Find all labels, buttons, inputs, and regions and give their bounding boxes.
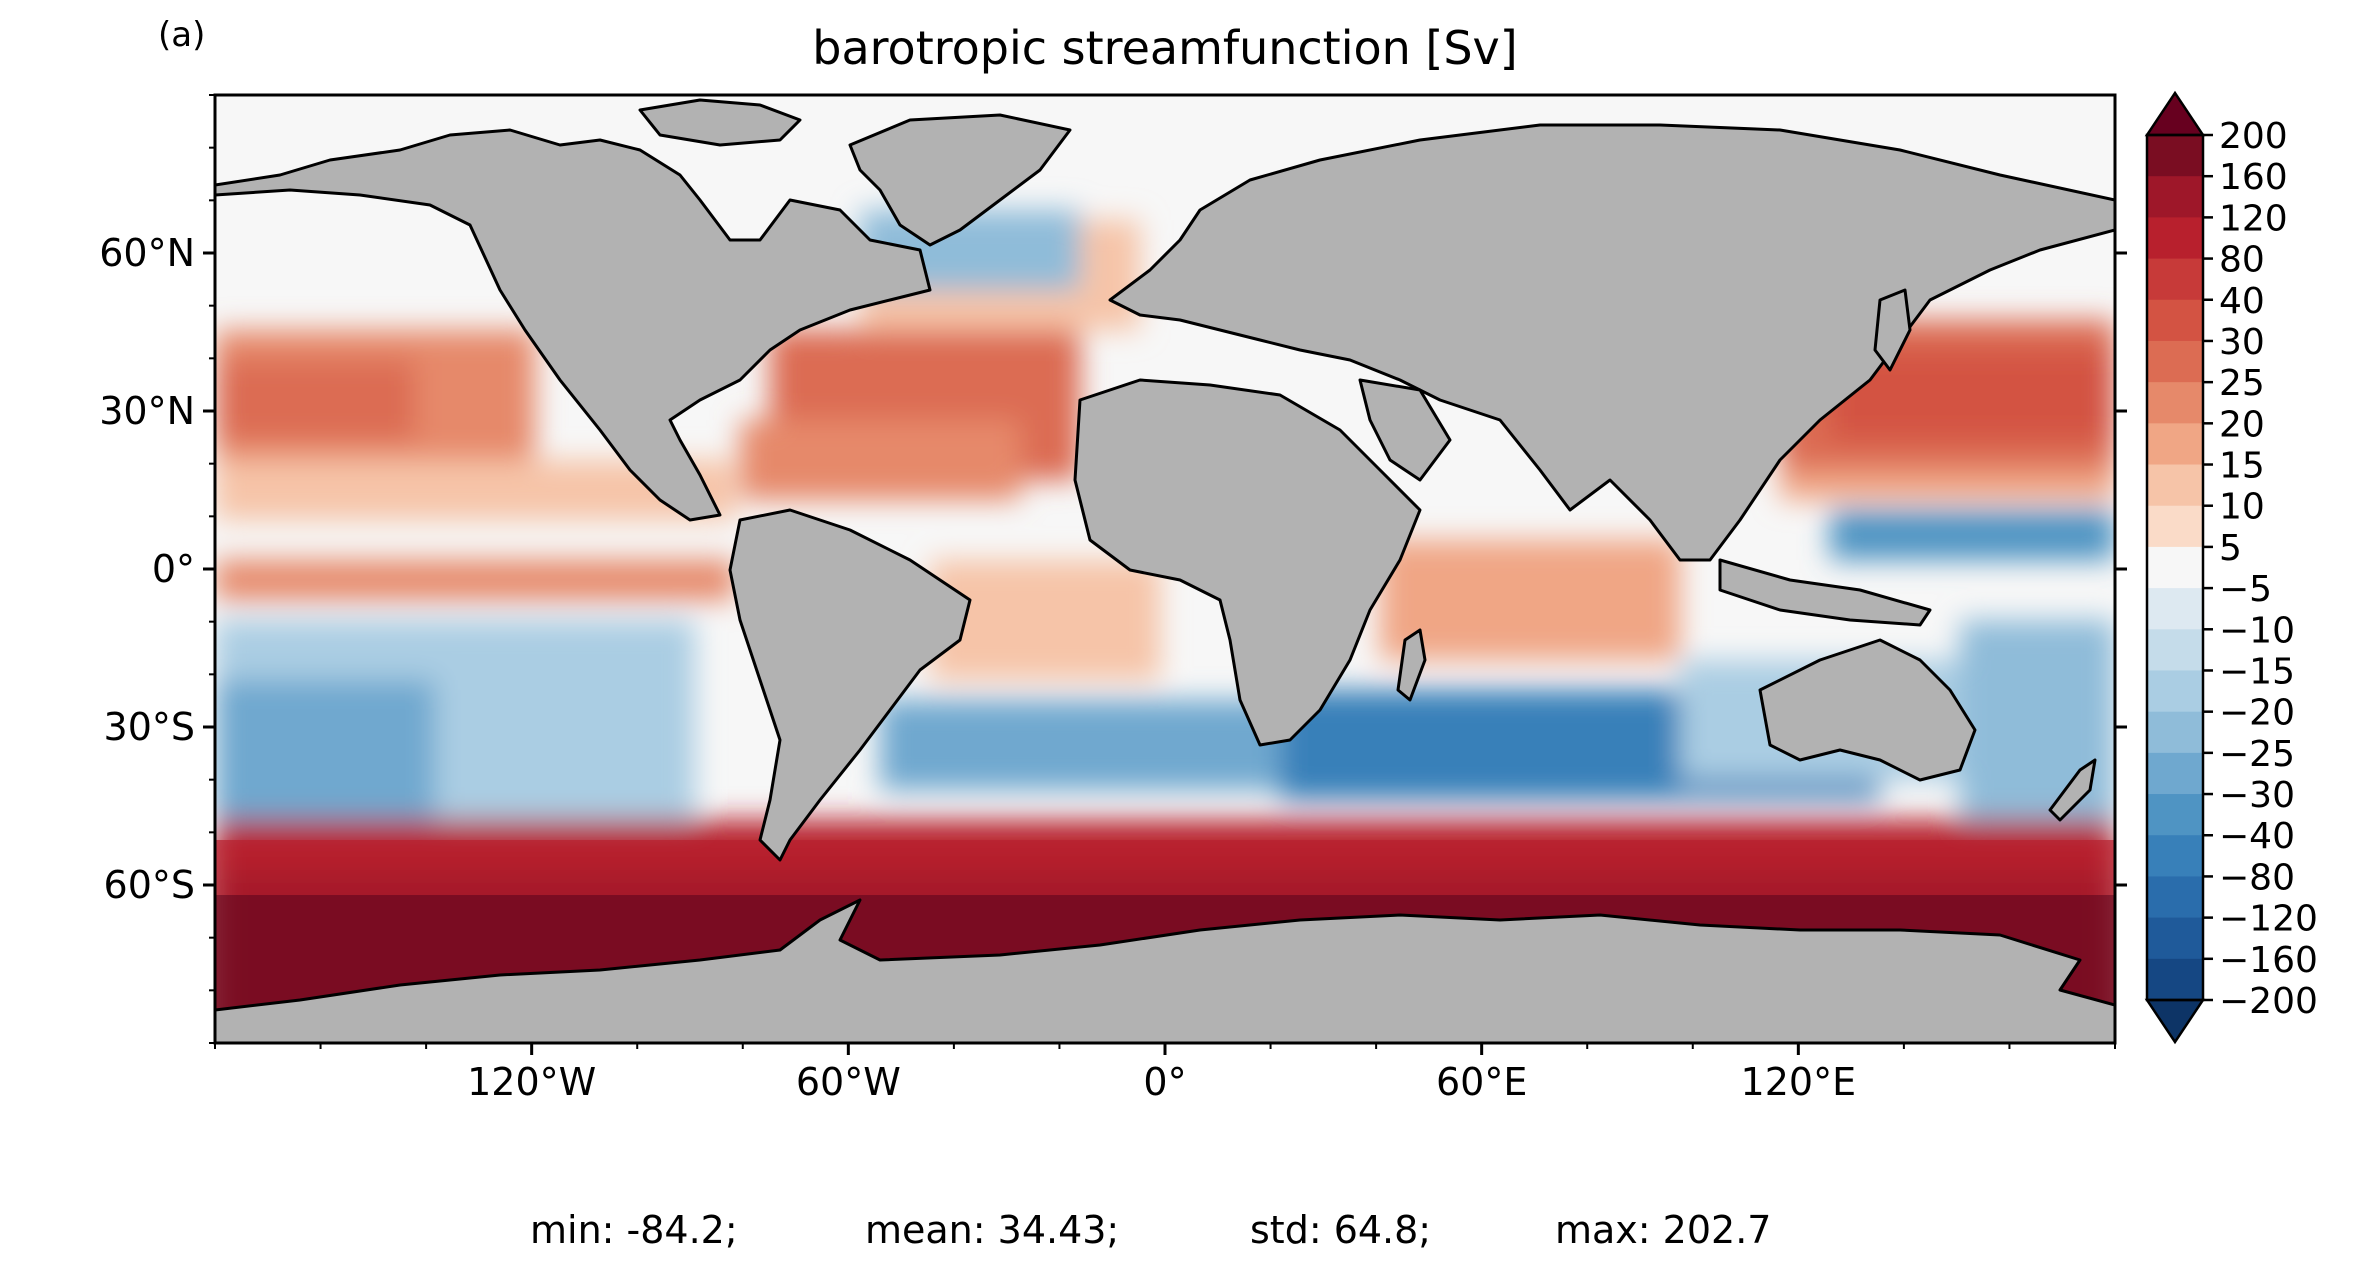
eurasia [1108,123,2115,562]
north-america [215,128,932,522]
colorbar-tick-label-9: 10 [2219,487,2265,528]
colorbar-bin-20 [2147,958,2203,1001]
maritime-continent [1718,558,1932,627]
colorbar-tick-label-21: −200 [2219,981,2318,1022]
colorbar-bin-4 [2147,299,2203,342]
colorbar-tick-label-12: −10 [2219,610,2295,651]
colorbar-tick-label-15: −25 [2219,734,2295,775]
arabian-peninsula [1358,378,1452,482]
colorbar-bin-0 [2147,135,2203,177]
australia [1758,638,1977,782]
colorbar-bin-17 [2147,835,2203,877]
colorbar-bin-6 [2147,382,2203,424]
colorbar-tick-label-0: 200 [2219,116,2288,157]
colorbar-tick-label-10: 5 [2219,528,2242,569]
lat-tick-label-4: 60°S [104,863,195,907]
japan [1873,288,1912,372]
colorbar-tick-label-3: 80 [2219,240,2265,281]
colorbar-bin-19 [2147,917,2203,960]
stat-min: min: -84.2; [530,1208,738,1252]
colorbar-tick-label-17: −40 [2219,816,2295,857]
colorbar-tick-label-8: 15 [2219,446,2265,487]
colorbar-bin-3 [2147,258,2203,301]
colorbar-bin-9 [2147,505,2203,548]
colorbar-bin-11 [2147,588,2203,630]
map-area [215,95,2115,1043]
colorbar-tick-label-11: −5 [2219,569,2272,610]
lon-tick-label-1: 60°W [796,1060,901,1104]
stat-mean: mean: 34.43; [865,1208,1119,1252]
colorbar-tick-label-2: 120 [2219,198,2288,239]
colorbar-tick-label-5: 30 [2219,322,2265,363]
colorbar-bin-1 [2147,176,2203,218]
panel-label: (a) [158,15,205,55]
colorbar-bin-15 [2147,752,2203,795]
colorbar-frame [2145,133,2205,1002]
lat-tick-label-1: 30°N [99,389,195,433]
colorbar-tick-label-7: 20 [2219,404,2265,445]
colorbar-bin-10 [2147,546,2203,589]
arctic-archipelago [638,98,802,147]
lon-tick-label-4: 120°E [1741,1060,1857,1104]
antarctica [215,898,2115,1043]
south-america [728,508,972,862]
lat-tick-label-3: 30°S [104,705,195,749]
greenland [848,113,1072,247]
land [215,98,2115,1043]
lon-tick-label-3: 60°E [1436,1060,1527,1104]
colorbar-extend-over [2144,90,2206,137]
latitude-axis: 60°N 30°N 0° 30°S 60°S [99,94,2127,1044]
colorbar-tick-label-1: 160 [2219,157,2288,198]
colorbar-bin-5 [2147,340,2203,383]
colorbar-tick-label-6: 25 [2219,363,2265,404]
colorbar-bin-14 [2147,711,2203,754]
colorbar-tick-label-18: −80 [2219,857,2295,898]
colorbar-bin-18 [2147,876,2203,919]
colorbar-bin-13 [2147,670,2203,713]
longitude-axis: 120°W 60°W 0° 60°E 120°E [214,1043,2116,1104]
new-zealand [2048,758,2097,822]
colorbar-tick-label-16: −30 [2219,775,2295,816]
colorbar-bin-7 [2147,423,2203,466]
madagascar [1396,628,1427,702]
colorbar-tick-label-19: −120 [2219,899,2318,940]
colorbar-tick-label-4: 40 [2219,281,2265,322]
colorbar-bin-8 [2147,464,2203,507]
africa [1073,378,1422,747]
colorbar-tick-label-13: −15 [2219,651,2295,692]
lon-tick-label-0: 120°W [467,1060,596,1104]
colorbar-extend-under [2144,998,2206,1045]
lat-tick-label-2: 0° [152,547,195,591]
stat-max: max: 202.7 [1555,1208,1771,1252]
colorbar-bin-16 [2147,794,2203,836]
map-title: barotropic streamfunction [Sv] [812,21,1517,75]
stat-std: std: 64.8; [1250,1208,1431,1252]
colorbar-bin-2 [2147,217,2203,260]
lon-tick-label-2: 0° [1143,1060,1186,1104]
colorbar-bin-12 [2147,629,2203,671]
lat-tick-label-0: 60°N [99,231,195,275]
colorbar: 200160120804030252015105−5−10−15−20−25−3… [2144,90,2318,1045]
colorbar-tick-label-14: −20 [2219,693,2295,734]
colorbar-tick-label-20: −160 [2219,940,2318,981]
